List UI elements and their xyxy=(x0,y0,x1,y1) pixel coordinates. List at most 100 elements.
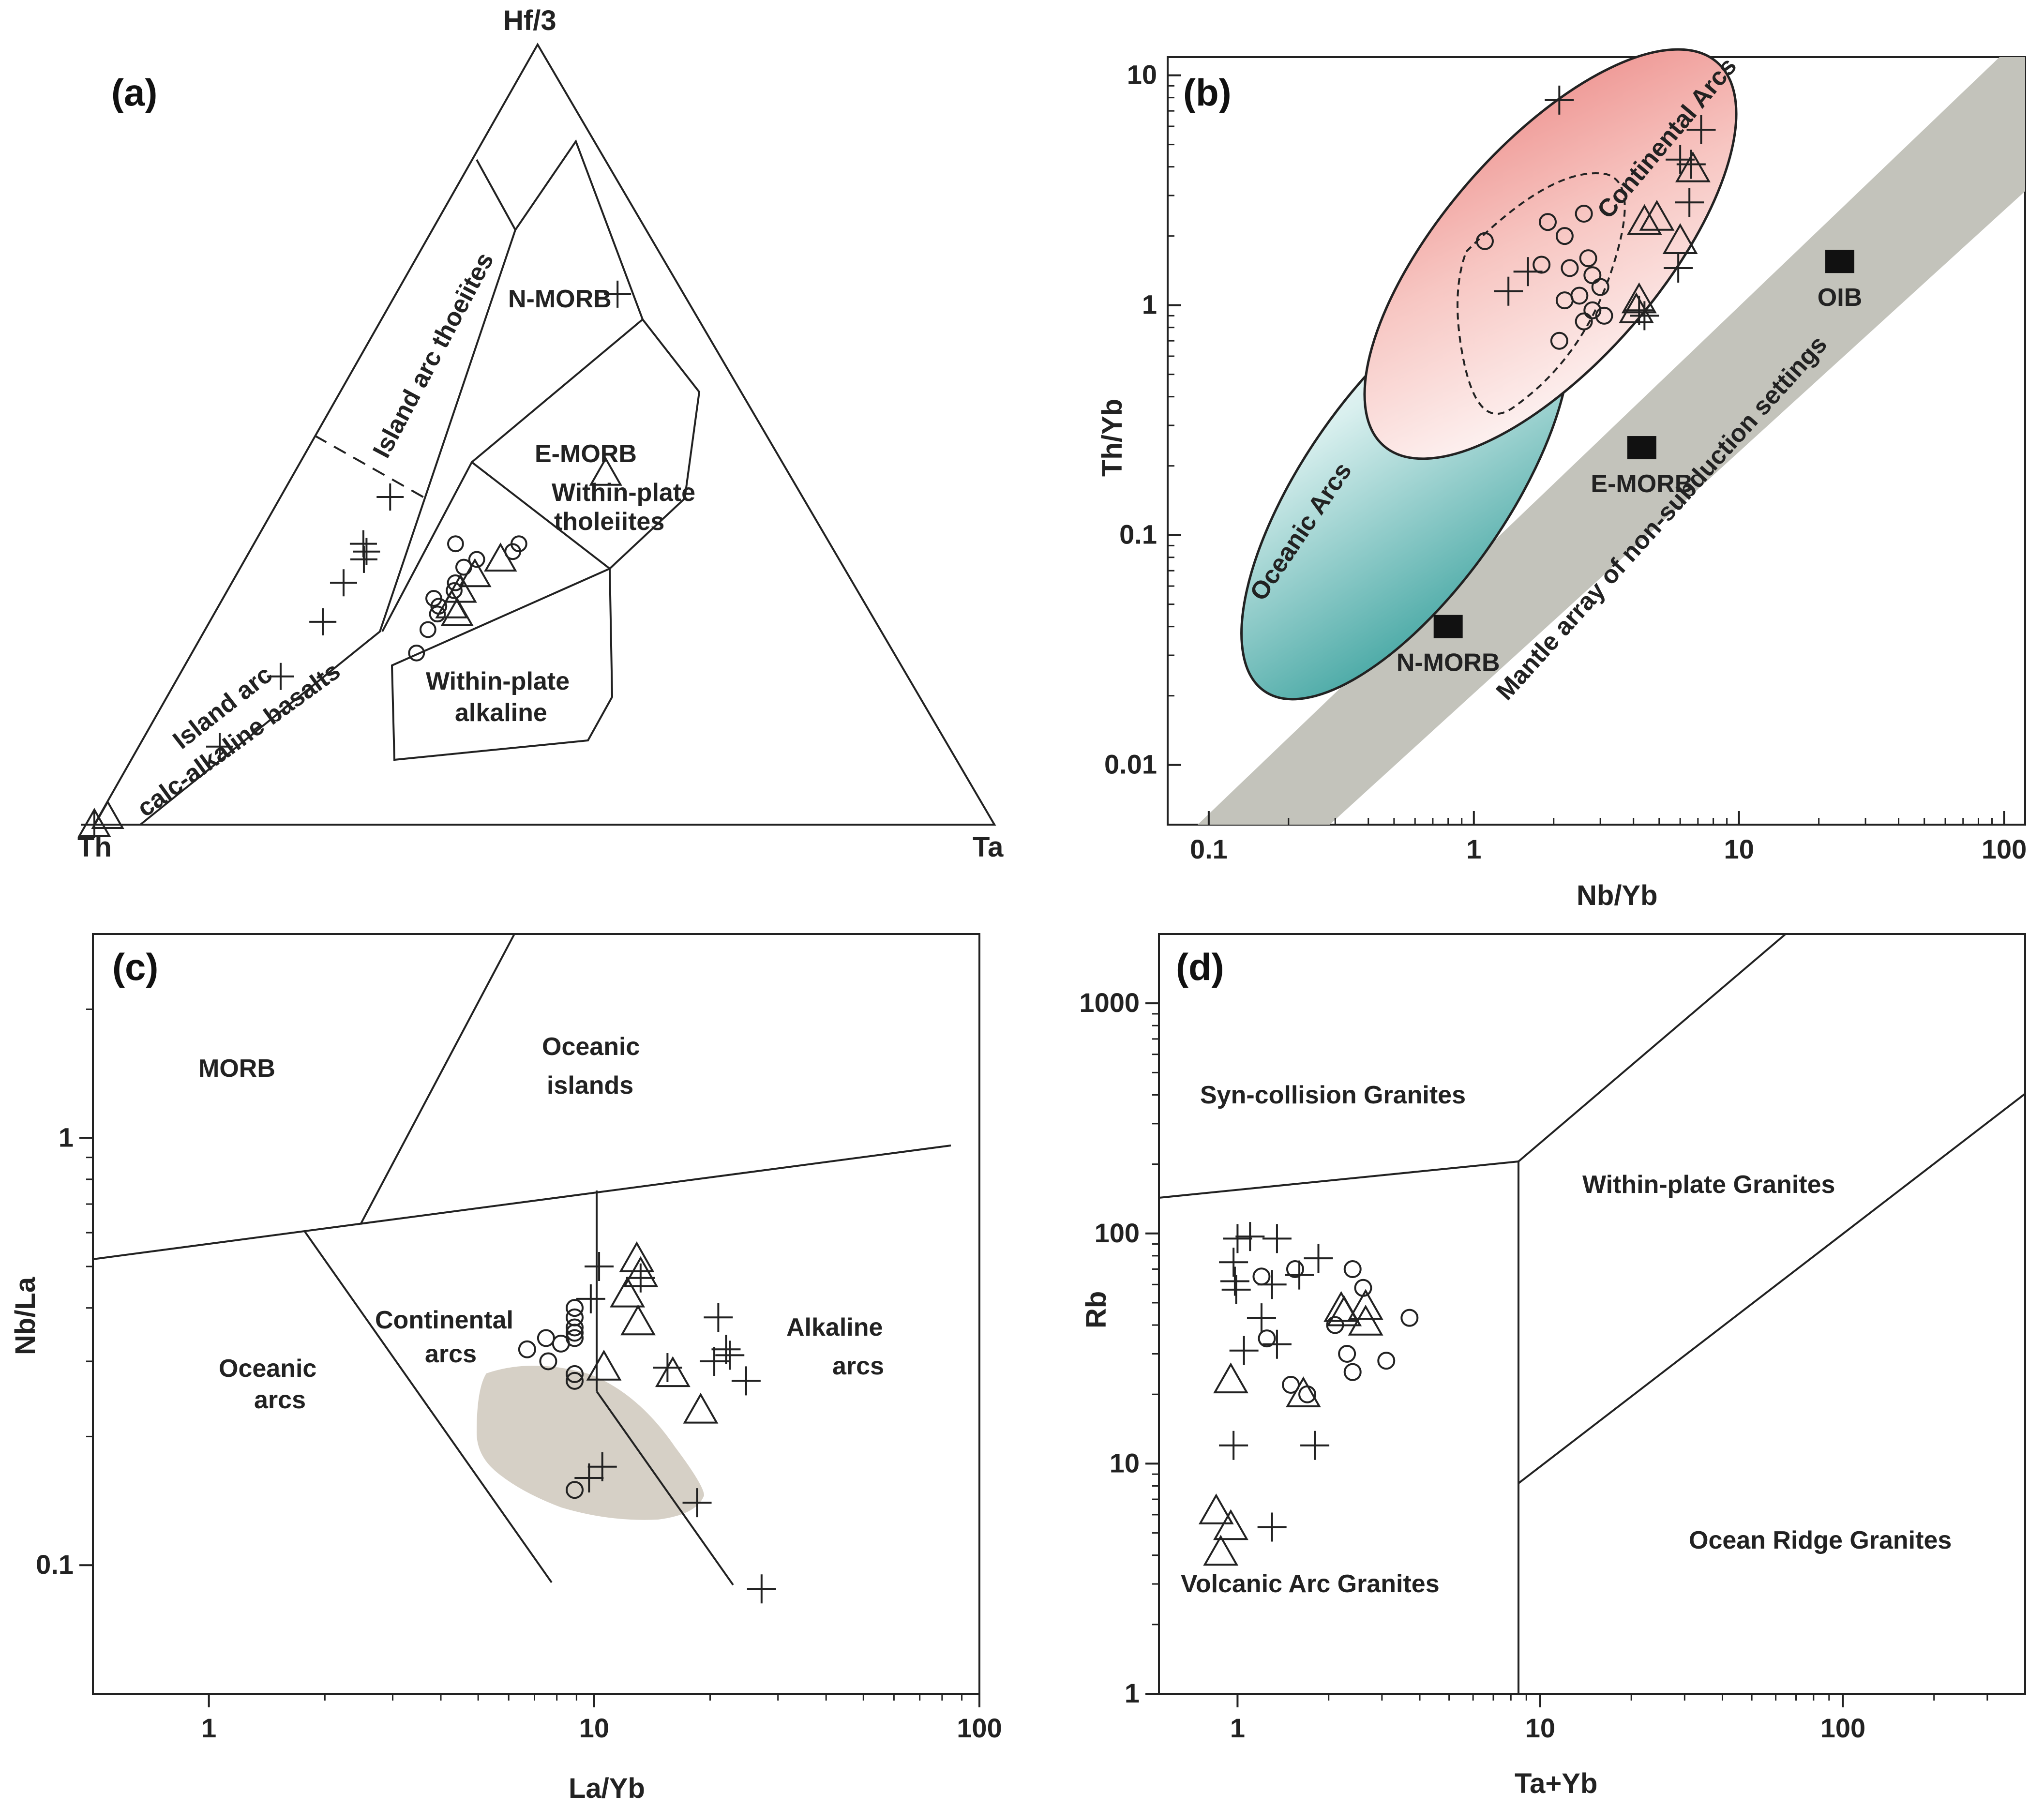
field-oceanic-arcs-c: Oceanic arcs xyxy=(219,1355,316,1414)
field-volcanic-arc-granites: Volcanic Arc Granites xyxy=(1181,1570,1440,1598)
panel-c-xtick-label-0: 1 xyxy=(201,1713,216,1743)
panel-d-xtick-label-1: 10 xyxy=(1525,1713,1555,1743)
panel-d-ylabel: Rb xyxy=(1081,1291,1112,1328)
panel-a-cross-point-7 xyxy=(206,733,233,760)
panel-c-triangle-point-1 xyxy=(623,1256,659,1287)
panel-c-xtick-label-2: 100 xyxy=(957,1713,1002,1743)
panel-b-cross-point-0 xyxy=(1545,85,1574,115)
panel-d-cross-point-11 xyxy=(1262,1329,1292,1359)
panel-c-xlabel: La/Yb xyxy=(569,1773,645,1804)
panel-d-circle-point-1 xyxy=(1286,1260,1304,1278)
panel-c-ylabel: Nb/La xyxy=(10,1277,41,1355)
panel-b-circle-point-11 xyxy=(1583,301,1602,319)
panel-c-circle-point-6 xyxy=(566,1299,584,1317)
ref-square-n-morb xyxy=(1433,615,1463,638)
panel-c-cross-point-4 xyxy=(711,1335,741,1364)
panel-d-ytick-label-1: 10 xyxy=(1110,1447,1140,1478)
e-morb-field-boundary xyxy=(381,318,701,632)
panel-b-triangle-point-4 xyxy=(1621,282,1657,314)
ref-label-n-morb: N-MORB xyxy=(1397,649,1500,677)
panel-a-triangle-point-7 xyxy=(589,456,622,486)
panel-a-cross-point-5 xyxy=(309,608,337,635)
ref-square-oib xyxy=(1825,250,1855,273)
panel-c-triangle-point-5 xyxy=(655,1356,691,1387)
panel-d-ytick-label-2: 100 xyxy=(1095,1218,1140,1248)
panel-d-points xyxy=(1198,1222,1419,1566)
panel-b-triangle-point-1 xyxy=(1626,204,1662,235)
panel-b-circle-point-4 xyxy=(1533,256,1551,274)
ref-square-e-morb xyxy=(1627,436,1656,460)
panel-a-cross-point-2 xyxy=(353,538,380,565)
panel-a-circle-point-8 xyxy=(447,535,464,553)
island-arc-tholeiite-boundary xyxy=(139,159,517,826)
syn-collision-boundary xyxy=(1158,1160,1519,1199)
panel-a-cross-point-3 xyxy=(350,545,377,573)
panel-b-ylabel: Th/Yb xyxy=(1097,399,1128,477)
panel-c-cross-point-8 xyxy=(731,1366,761,1396)
panel-d-cross-point-2 xyxy=(1262,1224,1292,1253)
panel-d-cross-point-7 xyxy=(1220,1266,1249,1296)
panel-a-circle-point-2 xyxy=(429,605,446,623)
panel-a-cross-point-9 xyxy=(604,280,631,308)
panel-b-letter: (b) xyxy=(1183,71,1232,114)
continental-arcs-dashed-subfield xyxy=(1457,172,1626,415)
panel-b-triangle-point-0 xyxy=(1675,151,1711,182)
panel-b-points xyxy=(1475,85,1716,350)
panel-d-cross-point-10 xyxy=(1229,1336,1259,1365)
panel-b-circle-point-1 xyxy=(1539,213,1557,231)
field-e-morb: E-MORB xyxy=(535,440,637,468)
panel-b-cross-point-7 xyxy=(1664,253,1693,283)
panel-b-circle-point-3 xyxy=(1555,227,1574,245)
panel-a-triangle-point-1 xyxy=(435,589,468,618)
panel-b-xtick-label-2: 10 xyxy=(1724,834,1754,864)
panel-d-cross-point-12 xyxy=(1219,1431,1248,1460)
panel-c-circle-point-5 xyxy=(566,1308,584,1326)
panel-b-circle-point-12 xyxy=(1595,306,1613,325)
panel-b-xlabel: Nb/Yb xyxy=(1577,880,1658,911)
panel-d-circle-point-9 xyxy=(1343,1363,1362,1381)
panel-c-circle-point-0 xyxy=(518,1340,536,1358)
field-ocean-ridge-granites: Ocean Ridge Granites xyxy=(1689,1526,1952,1554)
panel-b-reference-points: N-MORB E-MORB OIB xyxy=(1397,250,1862,677)
panel-a-circle-point-4 xyxy=(425,590,442,607)
panel-d-triangle-point-8 xyxy=(1203,1535,1239,1566)
field-continental-arcs-c: Continental arcs xyxy=(375,1306,513,1368)
panel-d-circle-point-7 xyxy=(1338,1344,1356,1363)
panel-c-cross-point-5 xyxy=(715,1341,745,1370)
panel-c-letter: (c) xyxy=(112,946,158,988)
panel-b-circle-point-6 xyxy=(1579,249,1597,268)
panel-b-cross-point-5 xyxy=(1494,276,1523,306)
within-plate-alkaline-boundary xyxy=(391,567,614,761)
panel-b-triangle-point-2 xyxy=(1639,199,1675,231)
panel-d-triangle-point-1 xyxy=(1326,1295,1362,1326)
panel-d-circle-point-0 xyxy=(1252,1267,1271,1286)
panel-c-frame xyxy=(92,933,980,1695)
panel-d-cross-point-9 xyxy=(1247,1303,1276,1333)
panel-d-cross-point-3 xyxy=(1219,1248,1248,1277)
panel-d-triangle-point-3 xyxy=(1348,1304,1383,1336)
panel-c-circle-point-9 xyxy=(566,1365,584,1383)
panel-c-triangle-point-3 xyxy=(620,1304,656,1336)
panel-c-cross-point-1 xyxy=(576,1284,605,1313)
upper-divider-line xyxy=(92,1145,951,1260)
panel-d-triangle-point-4 xyxy=(1213,1362,1248,1394)
panel-c-ytick-label-1: 1 xyxy=(59,1122,74,1152)
ref-label-oib: OIB xyxy=(1818,284,1862,312)
panel-b-circle-point-10 xyxy=(1555,291,1574,310)
panel-b-cross-point-1 xyxy=(1686,115,1716,144)
panel-b-th-yb-nb-yb: (b) Oceanic Arcs Continental Arcs Mantle… xyxy=(1097,48,2027,911)
field-oceanic-islands: Oceanic islands xyxy=(542,1033,640,1100)
panel-a-circle-point-1 xyxy=(419,621,436,638)
panel-d-triangle-point-0 xyxy=(1323,1291,1359,1322)
field-within-plate-alkaline: Within-plate alkaline xyxy=(426,667,570,727)
panel-c-circle-point-10 xyxy=(566,1371,584,1390)
ref-label-e-morb: E-MORB xyxy=(1591,470,1693,498)
panel-d-cross-point-13 xyxy=(1300,1431,1330,1460)
grey-reference-field xyxy=(477,1365,704,1520)
panel-b-circle-point-5 xyxy=(1561,259,1579,277)
field-morb: MORB xyxy=(198,1055,275,1083)
panel-d-cross-point-0 xyxy=(1223,1224,1252,1253)
panel-c-xtick-label-1: 10 xyxy=(579,1713,609,1743)
panel-b-cross-point-4 xyxy=(1675,188,1704,217)
